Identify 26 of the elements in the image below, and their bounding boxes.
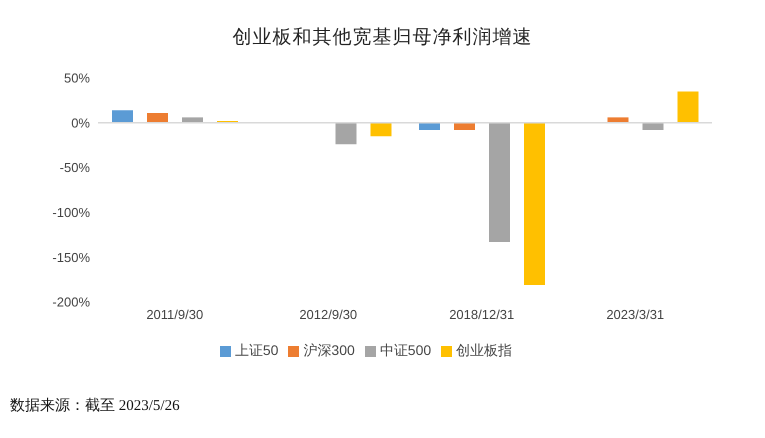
x-tick-label: 2023/3/31 xyxy=(606,307,664,322)
bar xyxy=(336,122,356,144)
legend-label: 中证500 xyxy=(380,342,432,358)
legend-label: 沪深300 xyxy=(303,342,355,358)
bar xyxy=(454,122,475,130)
y-tick-label: 50% xyxy=(64,70,90,86)
legend-label: 创业板指 xyxy=(456,342,512,358)
y-tick-label: -150% xyxy=(52,250,90,265)
bar xyxy=(678,91,698,123)
bar xyxy=(112,110,133,123)
y-tick-label: -100% xyxy=(52,205,90,220)
x-tick-label: 2012/9/30 xyxy=(299,307,358,322)
y-tick-label: -200% xyxy=(52,294,90,310)
source-note: 数据来源：截至 2023/5/26 xyxy=(10,396,180,415)
x-tick-label: 2018/12/31 xyxy=(449,307,514,322)
bar xyxy=(642,122,664,130)
bar xyxy=(419,122,440,130)
bar xyxy=(489,122,510,242)
bar xyxy=(370,122,392,136)
x-tick-label: 2011/9/30 xyxy=(146,307,204,322)
bar xyxy=(147,112,168,123)
y-tick-label: 0% xyxy=(71,115,90,130)
y-tick-label: -50% xyxy=(60,160,90,176)
chart-title: 创业板和其他宽基归母净利润增速 xyxy=(232,26,534,50)
legend-label: 上证50 xyxy=(234,342,278,358)
bar xyxy=(524,122,545,285)
